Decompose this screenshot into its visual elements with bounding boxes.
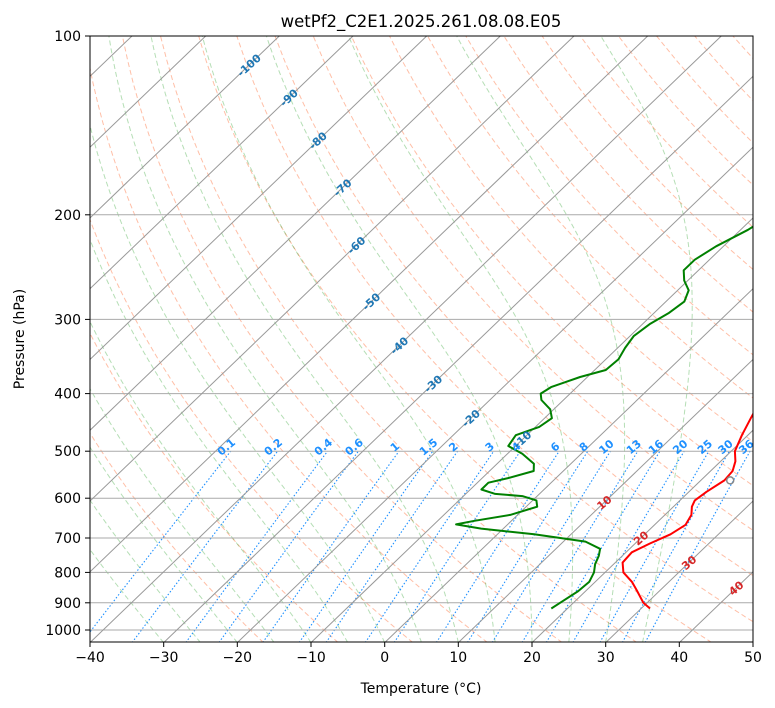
moist-adiabat-line: [265, 36, 533, 642]
dry-adiabat-line: [121, 36, 563, 642]
y-tick-label: 500: [54, 444, 81, 460]
x-tick-label: 40: [670, 650, 688, 666]
isotherm-line: [310, 217, 753, 642]
plot-frame: [89, 35, 754, 643]
lcl-marker: [725, 476, 735, 485]
mixing-ratio-line: [325, 450, 459, 642]
isotherm-line: [90, 36, 354, 290]
y-axis-ticks: 100 200 300 400 500 600 700 800 900 1000: [45, 29, 90, 639]
x-tick-label: −20: [223, 650, 253, 666]
y-tick-label: 600: [54, 491, 81, 507]
data-series: [455, 225, 753, 610]
x-tick-label: 0: [380, 650, 389, 666]
isotherm-line: [90, 36, 428, 361]
mixing-ratio-line: [90, 450, 232, 633]
x-tick-label: −30: [149, 650, 179, 666]
mixing-ratio-line: [521, 450, 639, 642]
mixing-ratio-line: [185, 450, 329, 642]
y-tick-label: 100: [54, 29, 81, 45]
mixing-ratio-line: [298, 450, 434, 642]
moist-adiabat-line: [150, 36, 459, 642]
x-tick-label: 20: [523, 650, 541, 666]
y-tick-label: 200: [54, 208, 81, 224]
dry-adiabat-line: [503, 36, 753, 313]
isotherm-line: [90, 36, 501, 431]
moist-adiabat-line: [90, 387, 275, 642]
temperature-line: [621, 412, 753, 610]
plot-area: [90, 36, 753, 642]
x-tick-label: −10: [296, 650, 326, 666]
x-tick-label: 30: [597, 650, 615, 666]
x-axis-label: Temperature (°C): [360, 681, 482, 697]
dry-adiabat-line: [90, 432, 264, 642]
mixing-ratio-line: [546, 450, 661, 642]
y-tick-label: 700: [54, 531, 81, 547]
dry-adiabat-line: [274, 36, 753, 577]
y-tick-label: 800: [54, 565, 81, 581]
isotherm-line: [605, 500, 753, 642]
x-tick-label: 10: [449, 650, 467, 666]
dry-adiabat-line: [160, 36, 638, 642]
isotherm-line: [90, 36, 649, 573]
moist-adiabat-line: [456, 36, 626, 642]
y-tick-label: 300: [54, 312, 81, 328]
isotherm-line: [163, 75, 753, 642]
moist-adiabat-line: [201, 36, 496, 642]
moist-adiabat-line: [600, 36, 693, 642]
mixing-ratio-line: [218, 450, 359, 642]
mixing-ratio-line: [262, 450, 400, 642]
moist-adiabat-line: [90, 123, 385, 642]
y-axis-label: Pressure (hPa): [12, 289, 28, 389]
mixing-ratio-line: [365, 450, 495, 642]
mixing-ratio-line: [436, 450, 560, 642]
isotherm-line: [531, 429, 753, 642]
dewpoint-line: [455, 225, 753, 610]
dry-adiabat-line: [465, 36, 753, 356]
dry-adiabat-line: [198, 36, 712, 642]
moist-adiabat-line: [108, 36, 422, 642]
isotherm-line: [458, 358, 753, 642]
mixing-ratio-line: [467, 450, 589, 642]
y-tick-label: 900: [54, 596, 81, 612]
y-tick-label: 1000: [45, 623, 81, 639]
dry-adiabat-line: [90, 218, 413, 642]
chart-title: wetPf2_C2E1.2025.261.08.08.E05: [281, 12, 562, 32]
x-tick-label: 50: [744, 650, 762, 666]
background-lines: [90, 36, 753, 642]
isotherm-line: [90, 36, 722, 642]
dry-adiabat-line: [389, 36, 753, 443]
x-tick-label: −40: [75, 650, 105, 666]
isotherm-line: [237, 146, 753, 642]
moist-adiabat-line: [348, 36, 574, 642]
moist-adiabat-line: [90, 446, 238, 642]
dry-adiabat-line: [90, 65, 488, 642]
isotherm-line: [384, 288, 753, 642]
moist-adiabat-line: [90, 238, 349, 642]
x-axis-ticks: −40 −30 −20 −10 0 10 20 30 40 50: [75, 642, 762, 666]
isotherm-line: [90, 36, 207, 148]
y-tick-label: 400: [54, 387, 81, 403]
isotherm-line: [90, 36, 280, 219]
isotherm-line: [90, 36, 575, 502]
